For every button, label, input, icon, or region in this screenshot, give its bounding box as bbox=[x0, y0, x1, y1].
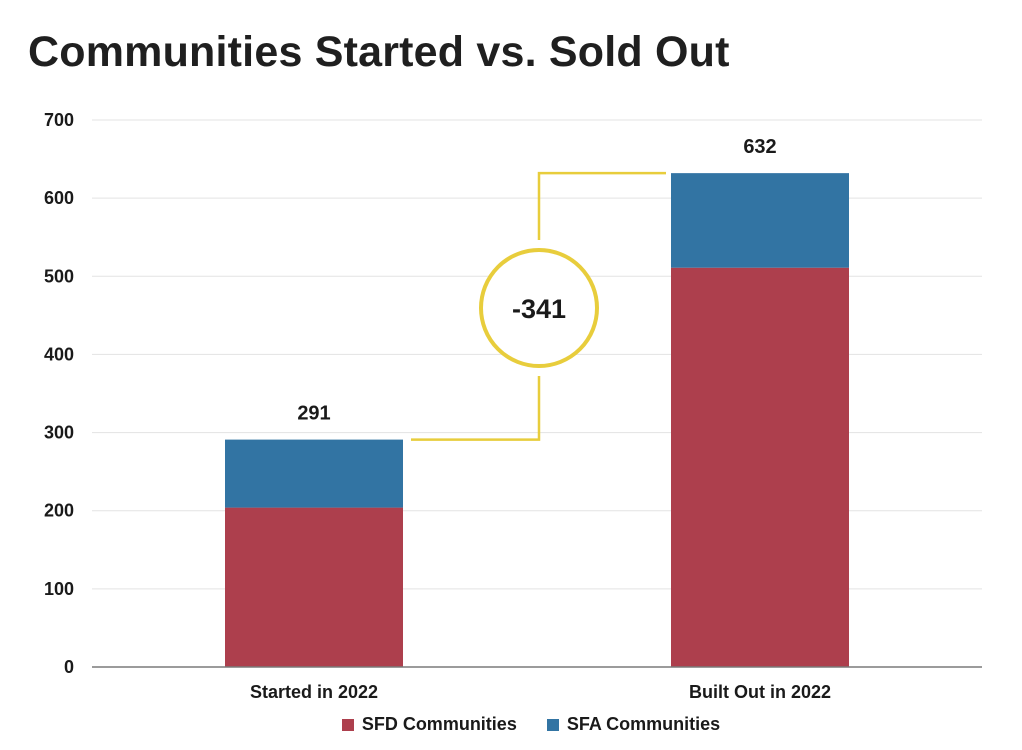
legend-label-sfa: SFA Communities bbox=[566, 714, 721, 734]
difference-connector-upper bbox=[537, 171, 666, 240]
x-tick-label: Built Out in 2022 bbox=[689, 682, 831, 702]
difference-label: -341 bbox=[512, 294, 566, 324]
bar-total-label: 632 bbox=[743, 136, 776, 158]
y-tick-label: 600 bbox=[44, 188, 74, 208]
bar-sfd bbox=[225, 507, 403, 667]
legend-label-sfd: SFD Communities bbox=[361, 714, 517, 734]
bar-sfa bbox=[671, 173, 849, 268]
legend-item-sfa: SFA Communities bbox=[546, 714, 721, 735]
difference-circle bbox=[479, 248, 599, 368]
x-tick-label: Started in 2022 bbox=[250, 682, 378, 702]
chart-title: Communities Started vs. Sold Out bbox=[28, 28, 730, 76]
difference-connector-lower bbox=[411, 376, 541, 441]
y-tick-label: 300 bbox=[44, 423, 74, 443]
bar-sfd bbox=[671, 267, 849, 667]
legend-swatch-sfd bbox=[341, 718, 354, 731]
y-tick-label: 400 bbox=[44, 344, 74, 364]
y-tick-label: 200 bbox=[44, 501, 74, 521]
y-tick-label: 500 bbox=[44, 266, 74, 286]
bar-sfa bbox=[225, 439, 403, 508]
y-tick-label: 0 bbox=[64, 657, 74, 677]
y-tick-label: 100 bbox=[44, 579, 74, 599]
y-tick-label: 700 bbox=[44, 110, 74, 130]
legend-item-sfd: SFD Communities bbox=[341, 714, 517, 735]
bar-total-label: 291 bbox=[297, 403, 330, 425]
legend: SFD Communities SFA Communities bbox=[0, 714, 1022, 735]
legend-swatch-sfa bbox=[546, 718, 559, 731]
